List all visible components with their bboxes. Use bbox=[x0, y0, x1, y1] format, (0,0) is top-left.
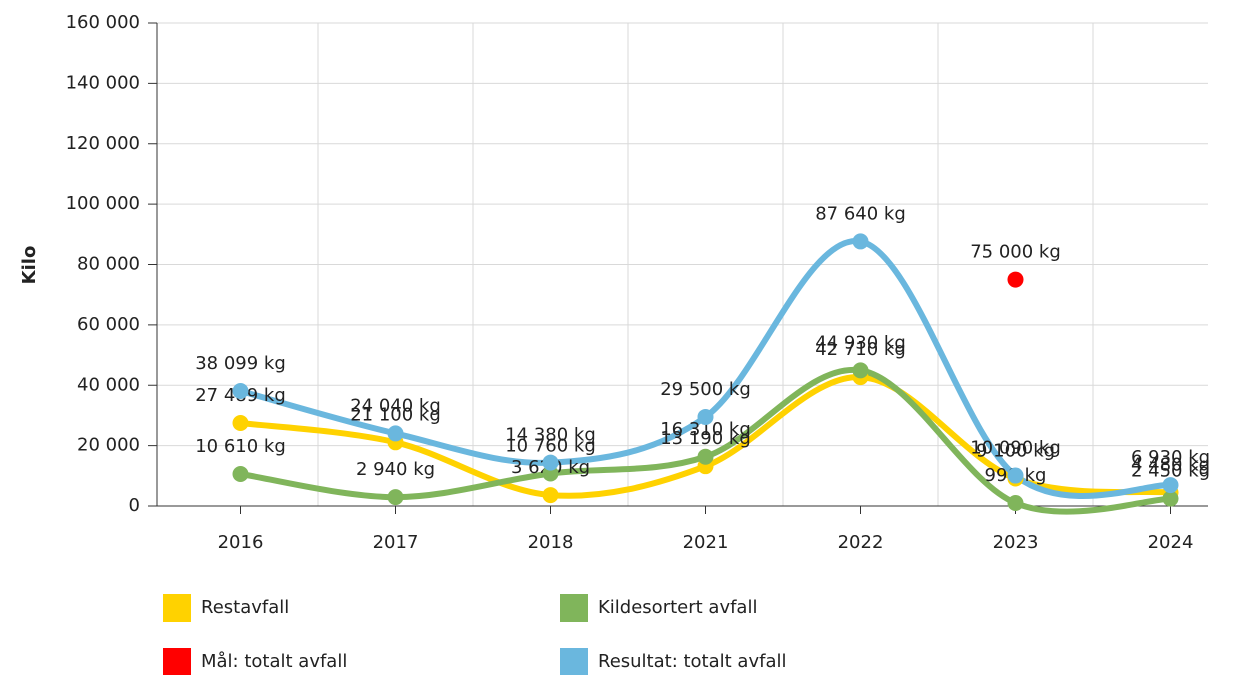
data-point bbox=[852, 233, 869, 250]
x-tick-label: 2022 bbox=[838, 532, 884, 553]
x-tick-label: 2024 bbox=[1148, 532, 1194, 553]
data-label: 10 090 kg bbox=[970, 438, 1061, 459]
data-label: 9 100 kg bbox=[976, 441, 1055, 462]
legend-swatch bbox=[163, 648, 191, 675]
data-point bbox=[232, 382, 249, 399]
data-label: 2 450 kg bbox=[1131, 461, 1210, 482]
y-tick-label: 80 000 bbox=[77, 254, 140, 275]
y-tick-label: 0 bbox=[129, 495, 140, 516]
y-tick-label: 20 000 bbox=[77, 435, 140, 456]
data-point bbox=[232, 465, 249, 482]
y-tick-label: 100 000 bbox=[66, 193, 140, 214]
y-tick-label: 60 000 bbox=[77, 314, 140, 335]
legend-swatch bbox=[560, 648, 588, 675]
data-label: 14 380 kg bbox=[505, 425, 596, 446]
data-point bbox=[232, 415, 249, 432]
data-label: 10 610 kg bbox=[195, 436, 286, 457]
legend-swatch bbox=[560, 594, 588, 622]
data-label: 4 480 kg bbox=[1131, 454, 1210, 475]
legend-label: Restavfall bbox=[201, 597, 289, 618]
x-tick-label: 2021 bbox=[683, 532, 729, 553]
y-tick-label: 120 000 bbox=[66, 133, 140, 154]
legend-label: Resultat: totalt avfall bbox=[598, 651, 786, 672]
data-point bbox=[697, 448, 714, 465]
x-tick-label: 2023 bbox=[993, 532, 1039, 553]
data-point bbox=[852, 362, 869, 379]
data-label: 29 500 kg bbox=[660, 379, 751, 400]
legend-label: Mål: totalt avfall bbox=[201, 651, 347, 672]
legend-swatch bbox=[163, 594, 191, 622]
x-tick-label: 2017 bbox=[373, 532, 419, 553]
data-point bbox=[387, 489, 404, 506]
data-label: 13 190 kg bbox=[660, 428, 751, 449]
x-tick-label: 2016 bbox=[218, 532, 264, 553]
data-point bbox=[387, 425, 404, 442]
data-point bbox=[1007, 495, 1024, 512]
data-label: 6 930 kg bbox=[1131, 447, 1210, 468]
data-label: 75 000 kg bbox=[970, 242, 1061, 263]
data-point bbox=[1162, 477, 1179, 494]
data-point bbox=[542, 487, 559, 504]
data-label: 38 099 kg bbox=[195, 353, 286, 374]
data-point bbox=[1007, 271, 1024, 288]
data-point bbox=[542, 454, 559, 471]
legend-label: Kildesortert avfall bbox=[598, 597, 757, 618]
data-label: 21 100 kg bbox=[350, 404, 441, 425]
x-tick-label: 2018 bbox=[528, 532, 574, 553]
data-label: 42 710 kg bbox=[815, 339, 906, 360]
data-label: 87 640 kg bbox=[815, 203, 906, 224]
y-tick-label: 40 000 bbox=[77, 374, 140, 395]
data-point bbox=[1162, 490, 1179, 507]
data-label: 10 760 kg bbox=[505, 436, 596, 457]
data-point bbox=[697, 408, 714, 425]
data-label: 24 040 kg bbox=[350, 395, 441, 416]
data-label: 2 940 kg bbox=[356, 459, 435, 480]
data-point bbox=[1007, 467, 1024, 484]
y-axis-label: Kilo bbox=[19, 246, 40, 285]
data-label: 16 310 kg bbox=[660, 419, 751, 440]
data-label: 44 930 kg bbox=[815, 332, 906, 353]
y-tick-label: 160 000 bbox=[66, 12, 140, 33]
y-tick-label: 140 000 bbox=[66, 72, 140, 93]
